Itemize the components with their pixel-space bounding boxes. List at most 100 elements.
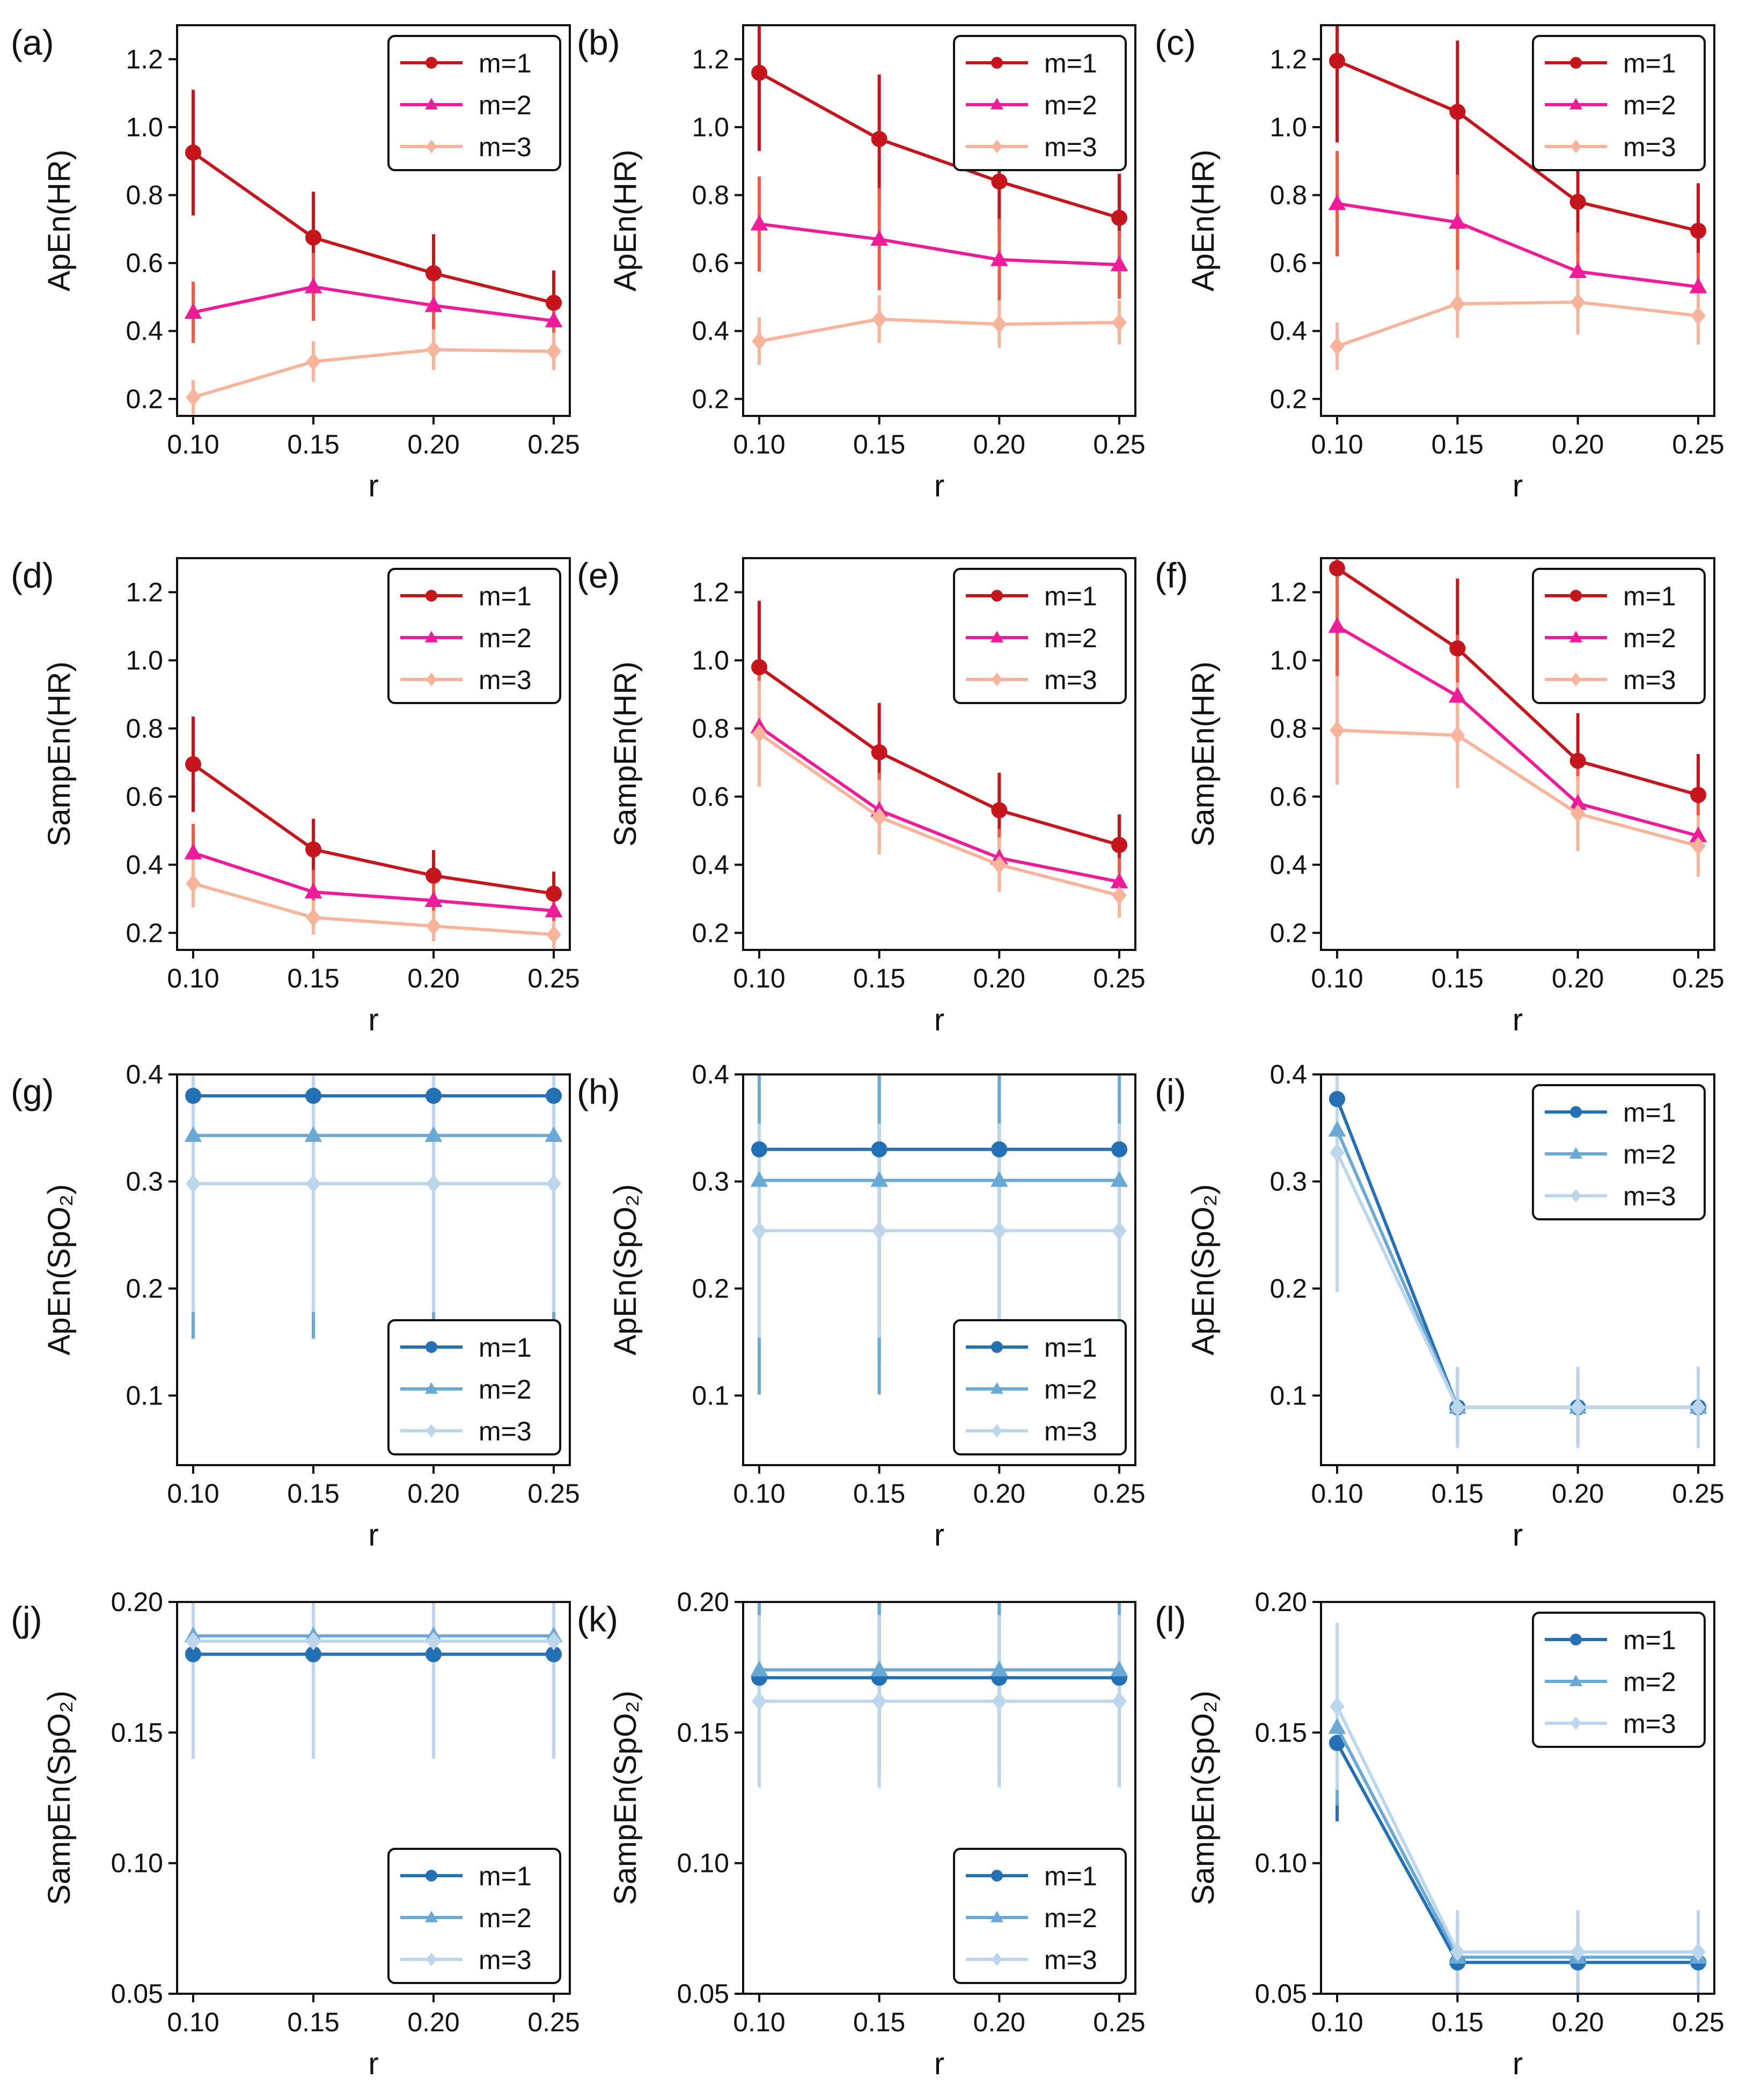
data-point bbox=[871, 131, 887, 148]
data-point bbox=[870, 1171, 889, 1187]
x-tick-label: 0.10 bbox=[733, 1479, 785, 1509]
legend-marker bbox=[425, 1424, 437, 1438]
y-tick-label: 0.2 bbox=[1270, 1274, 1307, 1304]
y-tick-label: 0.15 bbox=[677, 1717, 729, 1747]
data-point bbox=[1449, 104, 1466, 120]
axes-frame bbox=[742, 1073, 1136, 1466]
y-tick-label: 0.6 bbox=[1270, 248, 1307, 278]
y-axis-label: ApEn(HR) bbox=[608, 150, 643, 291]
legend-marker bbox=[424, 1382, 438, 1394]
series-line bbox=[1336, 1152, 1698, 1409]
data-point bbox=[992, 855, 1007, 874]
legend-marker bbox=[990, 631, 1004, 642]
legend-label: m=2 bbox=[479, 90, 532, 120]
data-point bbox=[870, 230, 889, 246]
x-tick-label: 0.25 bbox=[527, 2007, 579, 2037]
legend-box bbox=[1532, 568, 1706, 704]
y-tick-label: 0.8 bbox=[126, 713, 163, 743]
y-axis-label: SampEn(SpO₂) bbox=[608, 1691, 643, 1905]
data-point bbox=[545, 901, 563, 918]
data-point bbox=[751, 659, 767, 676]
x-tick-label: 0.25 bbox=[527, 963, 579, 993]
data-point bbox=[871, 310, 887, 328]
series-line bbox=[758, 732, 1120, 897]
data-point bbox=[1449, 640, 1466, 657]
data-point bbox=[990, 1660, 1008, 1677]
x-tick-label: 0.20 bbox=[407, 429, 459, 459]
y-tick-label: 0.05 bbox=[677, 1979, 729, 2009]
legend-marker bbox=[425, 57, 437, 69]
legend-label: m=2 bbox=[1044, 623, 1097, 653]
legend-label: m=2 bbox=[1623, 1139, 1676, 1169]
y-axis-label: SampEn(HR) bbox=[1186, 662, 1221, 847]
legend-label: m=1 bbox=[479, 1333, 532, 1363]
x-tick-label: 0.15 bbox=[1432, 2007, 1484, 2037]
legend-marker bbox=[425, 1870, 437, 1882]
legend-marker bbox=[991, 672, 1003, 686]
data-point bbox=[750, 1660, 768, 1677]
x-axis-label: r bbox=[1513, 2046, 1523, 2081]
y-tick-label: 0.10 bbox=[677, 1848, 729, 1878]
data-point bbox=[546, 925, 561, 944]
data-point bbox=[1448, 686, 1466, 703]
legend-label: m=1 bbox=[479, 1861, 532, 1891]
panel-label: (f) bbox=[1155, 555, 1188, 595]
legend-box bbox=[387, 1848, 561, 1984]
data-point bbox=[1329, 1735, 1345, 1751]
y-tick-label: 0.1 bbox=[126, 1380, 163, 1410]
legend-marker bbox=[1570, 57, 1582, 69]
plot-area bbox=[1328, 1622, 1707, 1994]
data-point bbox=[1569, 194, 1586, 210]
data-point bbox=[546, 1631, 561, 1651]
y-tick-label: 1.2 bbox=[1270, 44, 1307, 74]
plot-area bbox=[184, 90, 563, 414]
legend-label: m=1 bbox=[1623, 48, 1676, 78]
data-point bbox=[546, 342, 561, 361]
data-point bbox=[426, 917, 441, 935]
x-tick-label: 0.25 bbox=[1672, 1479, 1724, 1509]
axes-frame bbox=[742, 24, 1136, 417]
data-point bbox=[546, 1087, 562, 1104]
data-point bbox=[992, 1221, 1007, 1240]
data-point bbox=[1690, 787, 1706, 803]
data-point bbox=[1450, 1398, 1465, 1417]
series-line bbox=[1336, 625, 1699, 838]
data-point bbox=[186, 1174, 201, 1193]
data-point bbox=[1329, 1091, 1345, 1107]
data-point bbox=[1110, 1660, 1128, 1677]
x-tick-label: 0.15 bbox=[1432, 429, 1484, 459]
legend-marker bbox=[425, 1952, 437, 1966]
y-tick-label: 1.2 bbox=[692, 44, 729, 74]
plot-area bbox=[750, 25, 1128, 365]
series-line bbox=[759, 222, 1120, 267]
data-point bbox=[424, 891, 443, 908]
legend: m=1 m=2 m=3 bbox=[387, 1848, 561, 1984]
data-point bbox=[1110, 255, 1128, 272]
x-tick-label: 0.25 bbox=[1093, 2007, 1145, 2037]
y-tick-label: 0.2 bbox=[1270, 384, 1307, 414]
data-point bbox=[184, 843, 202, 860]
data-point bbox=[1570, 292, 1586, 312]
legend-label: m=3 bbox=[479, 132, 532, 162]
data-point bbox=[750, 1171, 768, 1187]
legend-marker bbox=[1569, 1147, 1583, 1159]
y-tick-label: 0.6 bbox=[692, 248, 729, 278]
panel-i: 0.10 0.15 0.20 0.25 0.1 0.2 0.3 0.4 r ApEn(SpO₂) (… bbox=[1155, 1059, 1725, 1553]
data-point bbox=[1570, 1398, 1586, 1417]
panel-label: (c) bbox=[1155, 23, 1196, 62]
y-tick-label: 0.10 bbox=[1255, 1848, 1307, 1878]
data-point bbox=[752, 724, 767, 743]
y-tick-label: 0.3 bbox=[692, 1166, 729, 1196]
legend-label: m=1 bbox=[479, 581, 532, 611]
axes-frame bbox=[742, 557, 1136, 951]
panel-c: 0.10 0.15 0.20 0.25 0.2 0.4 0.6 0.8 1.0 1.2 r ApEn(… bbox=[1155, 23, 1725, 503]
x-tick-label: 0.20 bbox=[973, 1479, 1025, 1509]
panel-e: 0.10 0.15 0.20 0.25 0.2 0.4 0.6 0.8 1.0 1.2 r SampE… bbox=[577, 555, 1146, 1037]
legend-marker bbox=[1570, 140, 1582, 153]
data-point bbox=[185, 1646, 201, 1663]
data-point bbox=[306, 908, 321, 927]
x-tick-label: 0.25 bbox=[1093, 1479, 1145, 1509]
y-tick-label: 0.8 bbox=[126, 180, 163, 210]
y-tick-label: 0.6 bbox=[1270, 781, 1307, 811]
y-tick-label: 0.3 bbox=[1270, 1166, 1307, 1196]
